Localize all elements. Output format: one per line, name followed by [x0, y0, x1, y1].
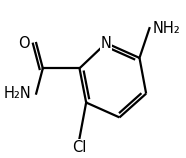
Text: O: O — [18, 36, 30, 51]
Text: N: N — [101, 36, 112, 51]
Text: NH₂: NH₂ — [153, 21, 181, 36]
Text: H₂N: H₂N — [3, 86, 31, 101]
Text: Cl: Cl — [72, 140, 87, 155]
